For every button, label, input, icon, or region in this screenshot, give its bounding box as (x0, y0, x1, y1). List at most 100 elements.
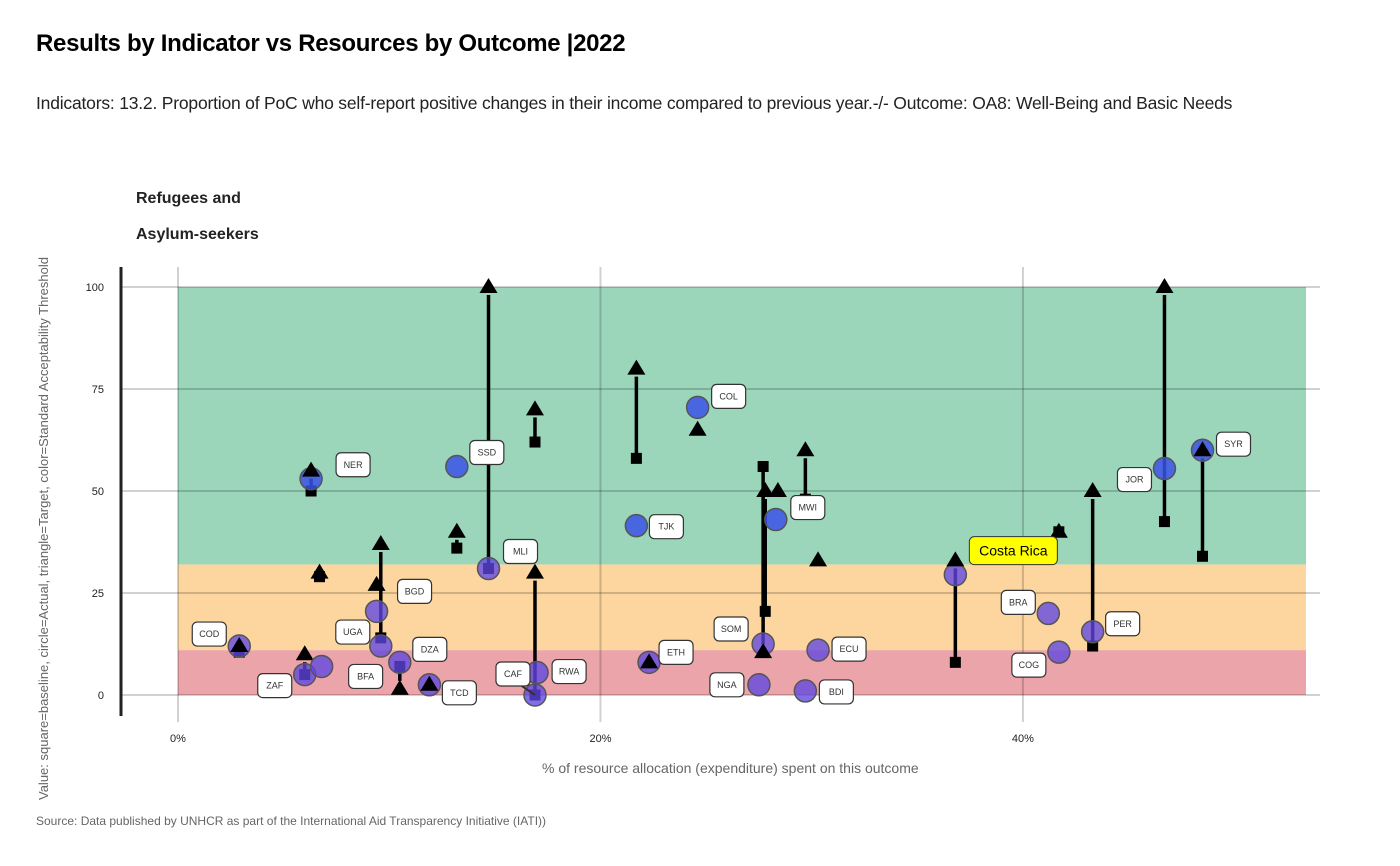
y-tick-label: 50 (92, 486, 104, 498)
y-tick-label: 25 (92, 588, 104, 600)
point-label: NGA (709, 672, 745, 698)
target-triangle (768, 482, 787, 497)
point-label-text: BFA (357, 671, 374, 681)
point-label: BGD (396, 578, 433, 604)
point-label: UGA (335, 619, 371, 645)
target-triangle (310, 563, 329, 579)
point-label-box (1116, 466, 1153, 493)
target-triangle (371, 535, 390, 551)
point-label-box (551, 658, 587, 685)
target-triangle (796, 441, 815, 457)
point-label: RWA (551, 658, 587, 685)
point-label: TCD (441, 680, 477, 706)
actual-circle (388, 650, 412, 675)
target-triangle (688, 420, 707, 436)
point-label-text: BDI (829, 687, 844, 697)
point-label-text: ZAF (266, 681, 284, 691)
point-label-text: SYR (1224, 439, 1243, 449)
point-label-text: NER (344, 460, 364, 470)
point-label-box (648, 514, 684, 540)
threshold-band (178, 287, 1306, 565)
point-label-box (818, 679, 854, 705)
actual-circle (445, 454, 469, 479)
point-label-text: NGA (717, 680, 737, 690)
point-label-box (831, 636, 867, 662)
point-label-box (191, 621, 227, 647)
target-triangle (390, 679, 409, 695)
point-label: MWI (790, 494, 826, 521)
point-label-text: RWA (559, 667, 580, 677)
point-label: COG (1011, 652, 1047, 678)
point-label-text: TCD (450, 688, 469, 698)
point-label-text: PER (1113, 619, 1132, 629)
baseline-square (1158, 516, 1170, 528)
actual-circle (685, 395, 710, 420)
actual-circle (1036, 601, 1061, 626)
actual-circle (309, 654, 334, 679)
point-label: CAF (495, 661, 536, 696)
point-label-text: MLI (513, 547, 528, 557)
actual-circle (624, 513, 649, 538)
point-label: PER (1105, 611, 1141, 637)
baseline-square (759, 605, 771, 617)
point-label-text: UGA (343, 627, 363, 637)
point-label: BRA (1000, 589, 1036, 616)
point-label-text: MWI (799, 503, 818, 513)
target-triangle (479, 278, 498, 293)
target-triangle (946, 551, 965, 567)
target-triangle (756, 482, 775, 497)
actual-circle (943, 562, 968, 587)
point-label-box (257, 672, 293, 699)
actual-circle (1080, 620, 1105, 644)
point-label-box (441, 680, 477, 706)
chart-title: Results by Indicator vs Resources by Out… (36, 30, 626, 57)
point-label: SSD (469, 439, 505, 466)
x-tick-label: 0% (170, 733, 186, 745)
panel-title-line-1: Refugees and (136, 190, 241, 207)
point-label: DZA (412, 636, 448, 662)
point-label: COL (711, 383, 747, 409)
data-marks (227, 278, 1215, 707)
target-triangle (525, 563, 544, 579)
x-tick-label: 20% (589, 733, 611, 745)
actual-circle (806, 638, 830, 662)
x-tick-label: 40% (1012, 733, 1034, 745)
actual-circle (747, 673, 771, 697)
actual-circle (764, 507, 788, 532)
point-label-box (335, 452, 371, 478)
highlight-label-box (968, 536, 1058, 566)
baseline-square (757, 461, 769, 473)
target-triangle (1155, 278, 1174, 293)
actual-circle (369, 634, 393, 658)
point-label: SOM (713, 616, 749, 642)
point-label-text: JOR (1125, 475, 1144, 485)
point-label-text: SSD (478, 448, 497, 458)
point-label-text: ETH (667, 647, 685, 657)
point-label-box (711, 383, 747, 409)
y-tick-label: 100 (86, 282, 104, 294)
point-label: COD (191, 621, 227, 647)
point-label-box (502, 538, 539, 565)
target-triangle (1049, 522, 1068, 538)
point-label-text: TJK (658, 522, 674, 532)
point-label: NER (335, 452, 371, 478)
point-label-box (658, 639, 694, 665)
point-label-text: COD (199, 629, 220, 639)
point-label-box (709, 672, 745, 698)
baseline-square (529, 436, 541, 448)
point-label-text: COG (1019, 660, 1040, 670)
target-triangle (1193, 441, 1212, 457)
point-label: SYR (1215, 431, 1252, 457)
y-tick-label: 75 (92, 384, 104, 396)
point-label-box (469, 439, 505, 466)
point-label-box (348, 663, 384, 690)
target-triangle (302, 461, 321, 477)
point-label-box (1215, 431, 1252, 457)
target-triangle (754, 643, 773, 659)
baseline-square (305, 485, 317, 497)
target-triangle (809, 551, 828, 567)
point-label: ZAF (257, 672, 293, 699)
target-triangle (420, 675, 439, 691)
point-label-box (713, 616, 749, 642)
